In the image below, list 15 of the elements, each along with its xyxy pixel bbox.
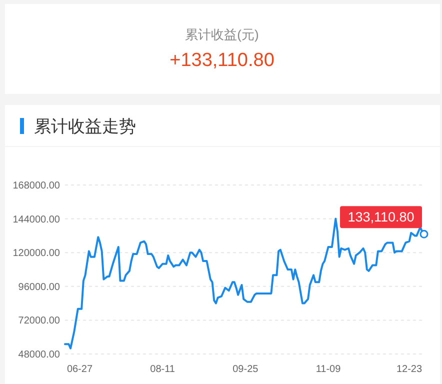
data-label: 133,110.80 — [348, 210, 414, 225]
y-tick-label: 72000.00 — [18, 316, 60, 327]
x-tick-label: 12-23 — [396, 364, 422, 375]
x-tick-label: 09-25 — [232, 364, 259, 375]
y-tick-label: 96000.00 — [18, 282, 60, 293]
x-tick-label: 11-09 — [316, 364, 342, 375]
x-tick-label: 08-11 — [150, 364, 176, 375]
x-tick-label: 06-27 — [66, 364, 93, 375]
y-tick-label: 168000.00 — [12, 180, 60, 192]
chart-title: 累计收益走势 — [34, 117, 136, 136]
text: +133,110.80 — [170, 50, 274, 71]
y-tick-label: 48000.00 — [18, 350, 60, 360]
y-tick-label: 144000.00 — [12, 214, 60, 226]
y-tick-label: 120000.00 — [12, 248, 60, 260]
text: 累计收益(元) — [185, 27, 259, 42]
